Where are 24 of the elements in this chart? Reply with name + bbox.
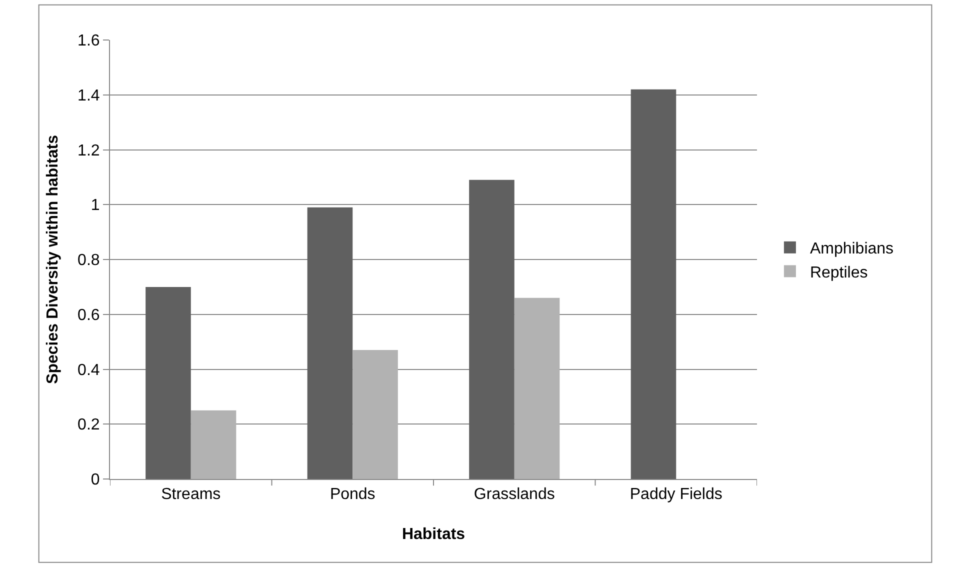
y-tick-label: 1.6 (78, 32, 100, 50)
bar (514, 298, 560, 479)
x-tick-label: Grasslands (474, 486, 555, 504)
y-axis-title: Species Diversity within habitats (44, 134, 62, 384)
y-tick-label: 1.4 (78, 87, 100, 104)
bar (146, 286, 191, 479)
bar (630, 89, 676, 479)
x-tick-label: Ponds (330, 486, 376, 504)
bar (352, 350, 398, 479)
y-tick-label: 1 (90, 197, 100, 214)
bar (190, 410, 236, 479)
legend-label: Reptiles (810, 264, 868, 282)
y-tick-label: 0.2 (78, 416, 100, 434)
bar (469, 180, 514, 479)
y-tick-label: 0.4 (78, 362, 100, 379)
y-tick-label: 0.8 (78, 252, 100, 270)
bar (307, 207, 353, 479)
x-tick-label: Paddy Fields (630, 486, 722, 504)
y-tick-label: 0.6 (78, 306, 100, 324)
y-tick-label: 0 (90, 472, 100, 489)
legend-label: Amphibians (810, 240, 894, 258)
y-tick-label: 1.2 (78, 142, 100, 160)
x-axis-title: Habitats (402, 526, 466, 543)
x-tick-label: Streams (161, 486, 221, 504)
